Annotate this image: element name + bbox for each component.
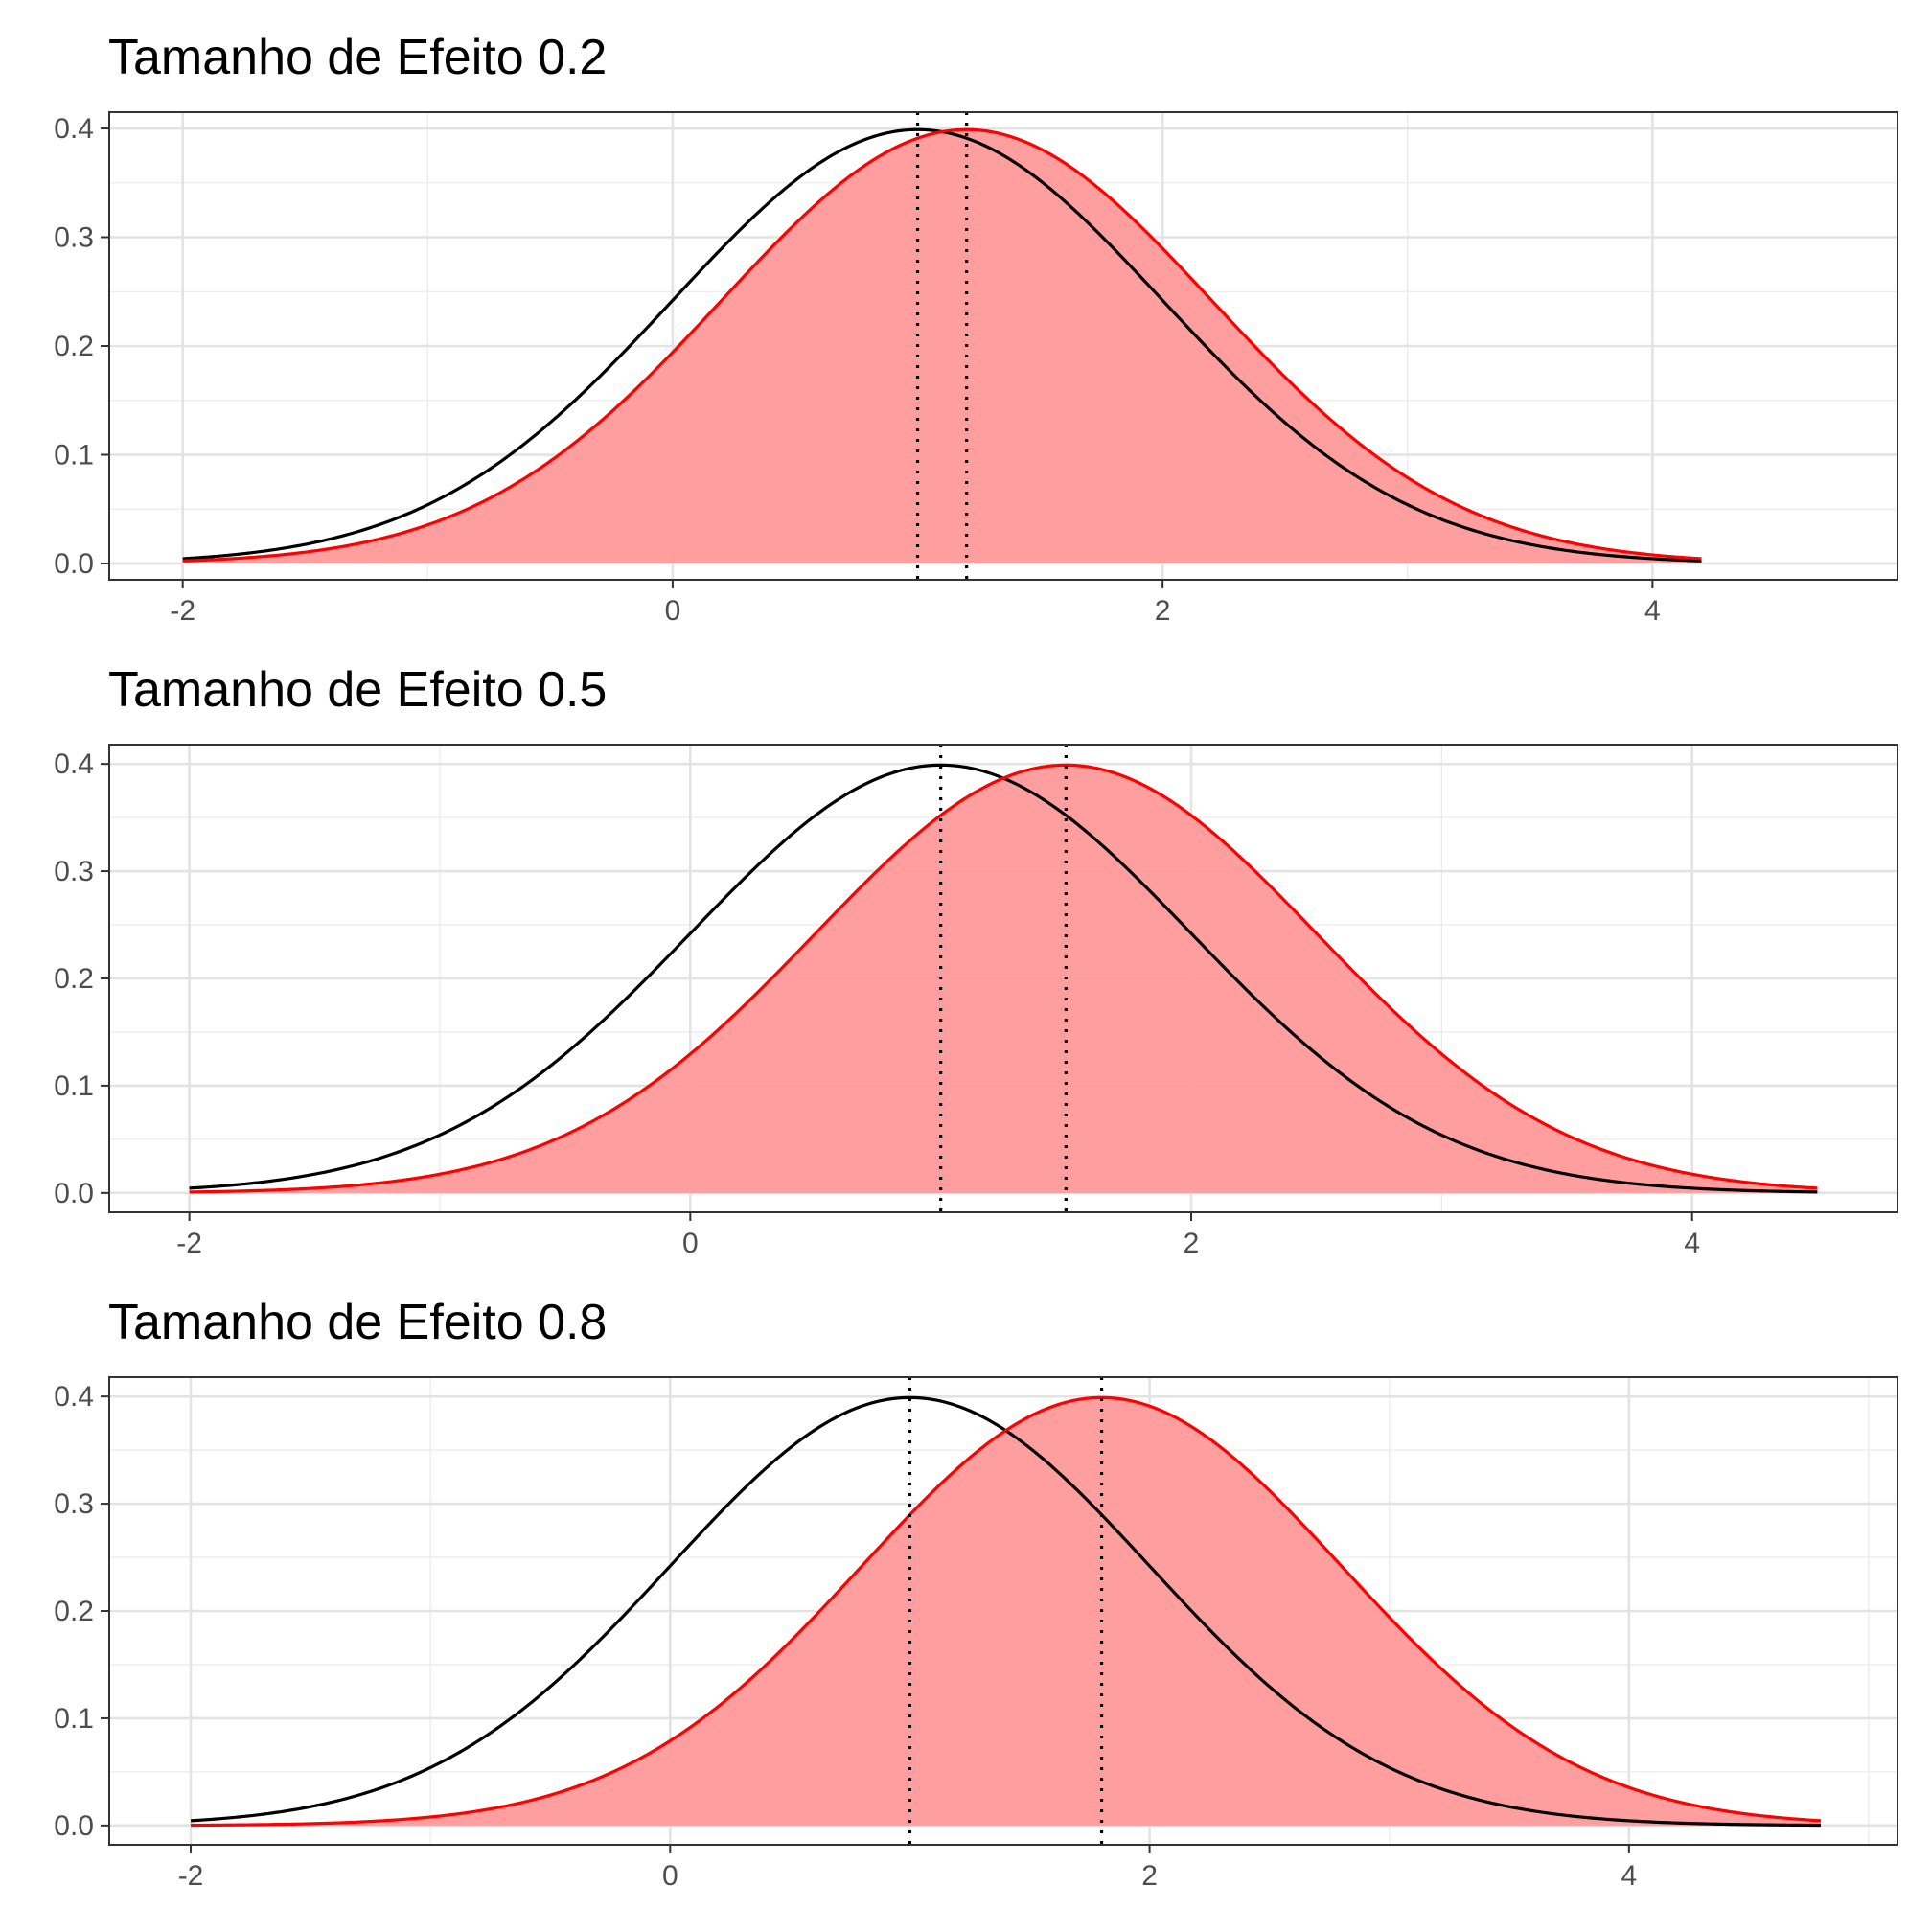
- density-area-fill: [189, 765, 1818, 1193]
- density-curve-red: [191, 1395, 1822, 1828]
- x-tick-label: -2: [170, 595, 196, 627]
- chart-plot-2: 0.0 0.1 0.2 0.3 0.4 -2 0 2 4: [54, 744, 1898, 1259]
- chart-panel-1: Tamanho de Efeito 0.2 0.0 0.1 0.2 0.3 0.4 -2 0…: [0, 0, 1932, 644]
- density-curve-red: [182, 127, 1702, 563]
- chart-panel-2: Tamanho de Efeito 0.5 0.0 0.1 0.2 0.3 0.4 -2 0…: [0, 632, 1932, 1276]
- x-tick-label: 2: [1141, 1860, 1158, 1892]
- x-tick-label: 4: [1622, 1860, 1638, 1892]
- x-tick-label: 2: [1155, 595, 1171, 627]
- chart-plot-3: 0.0 0.1 0.2 0.3 0.4 -2 0 2 4: [54, 1376, 1898, 1892]
- y-tick-label: 0.1: [54, 439, 94, 471]
- y-tick-label: 0.0: [54, 1810, 94, 1842]
- chart-title: Tamanho de Efeito 0.5: [108, 662, 608, 718]
- density-area-fill: [182, 129, 1702, 564]
- y-tick-label: 0.4: [54, 1381, 94, 1413]
- density-curve-red: [189, 763, 1818, 1194]
- y-tick-label: 0.2: [54, 1596, 94, 1627]
- y-tick-label: 0.2: [54, 963, 94, 995]
- density-area-fill: [191, 1397, 1821, 1826]
- x-tick-label: 4: [1644, 595, 1661, 627]
- chart-title: Tamanho de Efeito 0.2: [108, 30, 608, 85]
- y-tick-label: 0.2: [54, 331, 94, 362]
- x-tick-label: 2: [1184, 1228, 1200, 1259]
- y-tick-label: 0.3: [54, 1488, 94, 1520]
- chart-plot-1: 0.0 0.1 0.2 0.3 0.4 -2 0 2 4: [54, 111, 1898, 627]
- y-tick-label: 0.3: [54, 856, 94, 887]
- y-tick-label: 0.1: [54, 1070, 94, 1102]
- x-tick-label: -2: [178, 1860, 204, 1892]
- x-tick-label: 0: [682, 1228, 699, 1259]
- chart-title: Tamanho de Efeito 0.8: [108, 1295, 608, 1350]
- x-tick-label: 4: [1684, 1228, 1700, 1259]
- y-tick-label: 0.3: [54, 222, 94, 254]
- y-tick-label: 0.0: [54, 548, 94, 580]
- x-tick-label: -2: [176, 1228, 202, 1259]
- y-tick-label: 0.4: [54, 113, 94, 145]
- chart-panel-3: Tamanho de Efeito 0.8 0.0 0.1 0.2 0.3 0.4 -2 0…: [0, 1265, 1932, 1909]
- x-tick-label: 0: [662, 1860, 678, 1892]
- x-tick-label: 0: [665, 595, 681, 627]
- y-tick-label: 0.0: [54, 1178, 94, 1209]
- y-tick-label: 0.4: [54, 748, 94, 780]
- y-tick-label: 0.1: [54, 1703, 94, 1735]
